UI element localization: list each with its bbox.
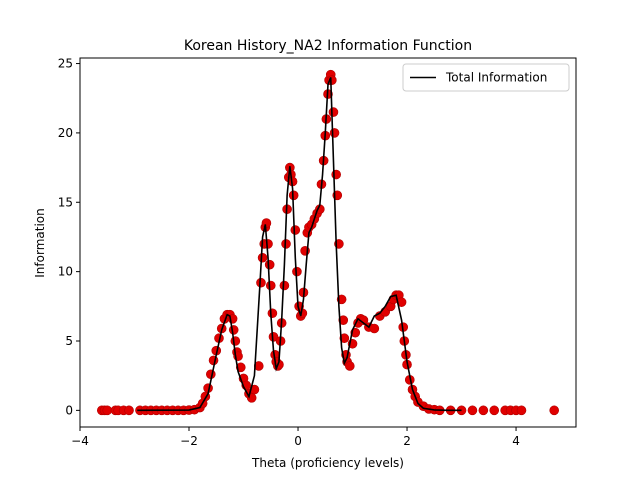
- scatter-point: [265, 280, 276, 291]
- scatter-point: [279, 280, 290, 291]
- scatter-point: [263, 239, 273, 249]
- scatter-point: [549, 405, 560, 416]
- y-tick-label: 15: [58, 195, 73, 209]
- y-tick-label: 0: [65, 403, 73, 417]
- scatter-point: [267, 308, 278, 319]
- y-tick-label: 5: [65, 334, 73, 348]
- plot-frame: [79, 57, 577, 428]
- scatter-point: [208, 355, 219, 366]
- scatter-point: [339, 333, 350, 344]
- scatter-point: [261, 218, 272, 228]
- y-axis-ticks: 0 5 10 15 20 25: [58, 57, 80, 417]
- legend-entry-total-information: Total Information: [445, 71, 547, 85]
- scatter-point: [328, 107, 339, 117]
- scatter-point: [338, 315, 349, 325]
- y-tick-label: 25: [58, 57, 73, 71]
- x-axis-ticks: −4 −2 0 2 4: [71, 427, 520, 448]
- scatter-point: [369, 323, 380, 334]
- scatter-point: [329, 128, 340, 138]
- scatter-point: [257, 252, 268, 263]
- scatter-point: [478, 405, 489, 416]
- scatter-point: [230, 336, 241, 346]
- y-tick-label: 10: [58, 265, 73, 279]
- legend: Total Information: [402, 63, 570, 92]
- scatter-point: [344, 361, 355, 371]
- scatter-point: [489, 405, 500, 416]
- y-tick-label: 20: [58, 126, 73, 140]
- x-tick-label: 0: [294, 434, 302, 448]
- chart-title: Korean History_NA2 Information Function: [184, 38, 472, 54]
- y-axis-label: Information: [33, 208, 47, 277]
- x-tick-label: −4: [71, 434, 89, 448]
- scatter-point: [467, 405, 478, 416]
- scatter-point: [264, 259, 275, 270]
- x-tick-label: −2: [180, 434, 198, 448]
- scatter-point: [516, 405, 527, 416]
- scatter-point: [228, 325, 239, 335]
- scatter-point: [102, 405, 113, 416]
- total-information-line: [137, 77, 462, 412]
- plot-area: [97, 69, 560, 416]
- legend-box: [402, 63, 570, 92]
- x-axis-label: Theta (proficiency levels): [251, 456, 404, 470]
- scatter-point: [290, 225, 301, 235]
- x-tick-label: 4: [512, 434, 520, 448]
- scatter-point: [124, 405, 134, 416]
- x-tick-label: 2: [403, 434, 411, 448]
